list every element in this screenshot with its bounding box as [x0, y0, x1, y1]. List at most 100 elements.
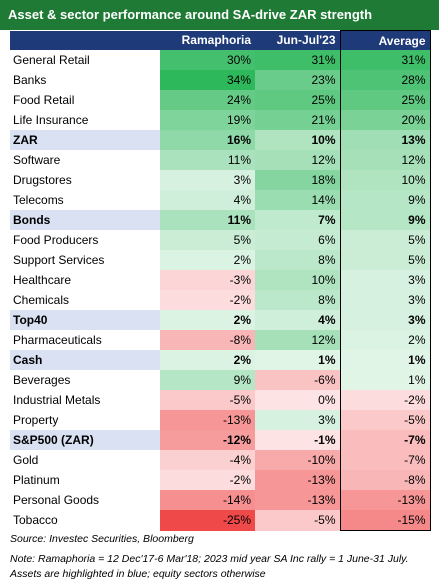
row-label: Life Insurance [13, 113, 89, 127]
row-label: Banks [13, 73, 47, 87]
ramaphoria-cell: -25% [160, 510, 255, 531]
table-row: Food Retail 24% 25% 25% [10, 90, 431, 110]
jun-jul-cell: 12% [255, 330, 340, 350]
row-label: Tobacco [13, 513, 58, 528]
table-row: Personal Goods -14% -13% -13% [10, 490, 431, 510]
row-label: Pharmaceuticals [13, 333, 102, 347]
average-cell: 12% [339, 150, 431, 170]
row-label: Telecoms [13, 193, 64, 207]
row-label: Support Services [13, 253, 105, 267]
column-header-name [10, 30, 160, 50]
ramaphoria-cell: 30% [160, 50, 255, 70]
average-cell: -7% [339, 430, 431, 450]
table-row: ZAR 16% 10% 13% [10, 130, 431, 150]
average-cell: 25% [339, 90, 431, 110]
jun-jul-cell: -5% [255, 510, 340, 531]
jun-jul-cell: 4% [255, 310, 340, 330]
average-cell: 3% [339, 290, 431, 310]
ramaphoria-cell: 16% [160, 130, 255, 150]
table-row: Cash 2% 1% 1% [10, 350, 431, 370]
ramaphoria-cell: -3% [160, 270, 255, 290]
average-cell: -5% [339, 410, 431, 430]
ramaphoria-cell: -4% [160, 450, 255, 470]
ramaphoria-cell: 2% [160, 250, 255, 270]
average-cell: -8% [339, 470, 431, 490]
row-label: Platinum [13, 473, 60, 487]
ramaphoria-cell: 19% [160, 110, 255, 130]
row-label: Chemicals [13, 293, 70, 307]
jun-jul-cell: 31% [255, 50, 340, 70]
table-row: Support Services 2% 8% 5% [10, 250, 431, 270]
jun-jul-cell: 23% [255, 70, 340, 90]
table-row: Gold -4% -10% -7% [10, 450, 431, 470]
ramaphoria-cell: 2% [160, 350, 255, 370]
ramaphoria-cell: -2% [160, 290, 255, 310]
ramaphoria-cell: 2% [160, 310, 255, 330]
ramaphoria-cell: 34% [160, 70, 255, 90]
jun-jul-cell: 6% [255, 230, 340, 250]
ramaphoria-cell: 4% [160, 190, 255, 210]
jun-jul-cell: -6% [255, 370, 340, 390]
average-cell: 9% [339, 190, 431, 210]
table-row: Healthcare -3% 10% 3% [10, 270, 431, 290]
performance-table: Ramaphoria Jun-Jul'23 Average General Re… [10, 30, 431, 531]
table-row: Life Insurance 19% 21% 20% [10, 110, 431, 130]
column-header-ramaphoria: Ramaphoria [160, 30, 255, 50]
table-row: Industrial Metals -5% 0% -2% [10, 390, 431, 410]
table-row: Software 11% 12% 12% [10, 150, 431, 170]
footnote: Note: Ramaphoria = 12 Dec'17-6 Mar'18; 2… [10, 553, 409, 580]
jun-jul-cell: 10% [255, 270, 340, 290]
table-row: Chemicals -2% 8% 3% [10, 290, 431, 310]
jun-jul-cell: 25% [255, 90, 340, 110]
ramaphoria-cell: -5% [160, 390, 255, 410]
row-label: ZAR [10, 130, 160, 150]
average-cell: 31% [339, 50, 431, 70]
average-cell: 28% [339, 70, 431, 90]
ramaphoria-cell: 9% [160, 370, 255, 390]
table-row: Tobacco -25% -5% -15% [10, 510, 431, 531]
average-cell: 5% [339, 250, 431, 270]
row-label: Bonds [10, 210, 160, 230]
jun-jul-cell: 8% [255, 290, 340, 310]
average-cell: 10% [339, 170, 431, 190]
table-row: Property -13% 3% -5% [10, 410, 431, 430]
average-cell: 9% [339, 210, 431, 230]
jun-jul-cell: -10% [255, 450, 340, 470]
average-cell: 20% [339, 110, 431, 130]
average-cell: 1% [339, 350, 431, 370]
jun-jul-cell: 3% [255, 410, 340, 430]
ramaphoria-cell: 5% [160, 230, 255, 250]
row-label: Gold [13, 453, 39, 467]
ramaphoria-cell: 3% [160, 170, 255, 190]
row-label: General Retail [13, 53, 90, 67]
jun-jul-cell: 8% [255, 250, 340, 270]
jun-jul-cell: 21% [255, 110, 340, 130]
average-cell: 13% [339, 130, 431, 150]
row-label: Drugstores [13, 173, 72, 187]
table-row: Platinum -2% -13% -8% [10, 470, 431, 490]
row-label: Food Producers [13, 233, 99, 247]
jun-jul-cell: -1% [255, 430, 340, 450]
average-cell: -7% [339, 450, 431, 470]
row-label: Industrial Metals [13, 393, 101, 407]
page-title: Asset & sector performance around SA-dri… [0, 0, 439, 30]
table-row: General Retail 30% 31% 31% [10, 50, 431, 70]
average-cell: 2% [339, 330, 431, 350]
row-label: Cash [10, 350, 160, 370]
average-cell: 5% [339, 230, 431, 250]
row-label: Food Retail [13, 93, 75, 107]
ramaphoria-cell: -12% [160, 430, 255, 450]
table-row: Bonds 11% 7% 9% [10, 210, 431, 230]
table-row: Food Producers 5% 6% 5% [10, 230, 431, 250]
ramaphoria-cell: 24% [160, 90, 255, 110]
column-header-average: Average [339, 30, 431, 50]
row-label: Beverages [13, 373, 71, 387]
jun-jul-cell: 18% [255, 170, 340, 190]
jun-jul-cell: -13% [255, 490, 340, 510]
table-row: S&P500 (ZAR) -12% -1% -7% [10, 430, 431, 450]
average-cell: 3% [339, 310, 431, 330]
average-cell: -2% [339, 390, 431, 410]
jun-jul-cell: -13% [255, 470, 340, 490]
row-label: Top40 [10, 310, 160, 330]
jun-jul-cell: 0% [255, 390, 340, 410]
